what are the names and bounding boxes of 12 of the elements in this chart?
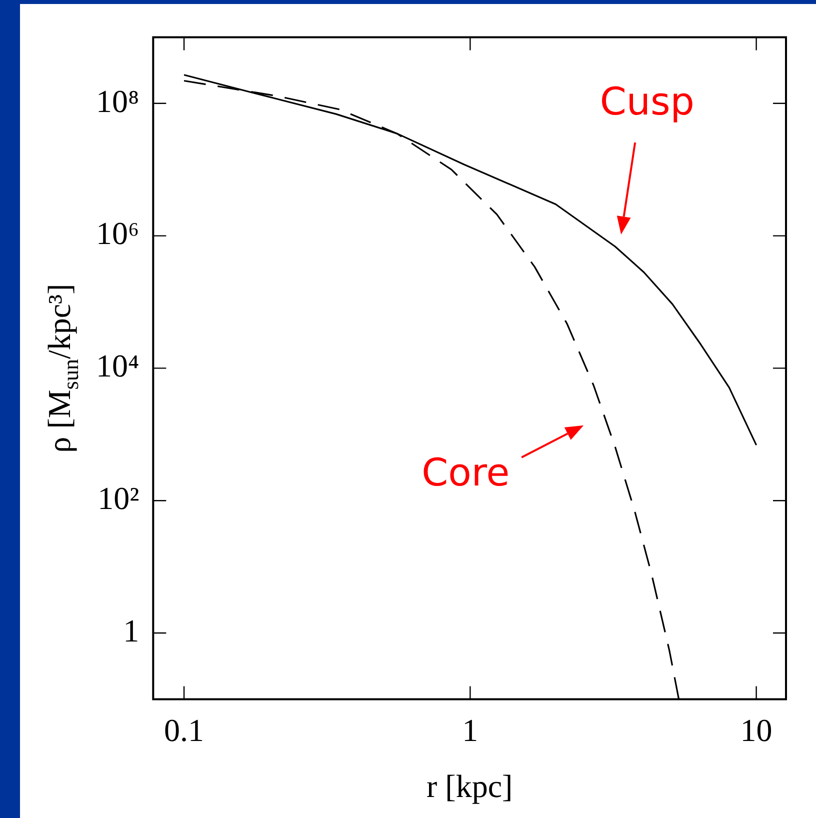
y-tick-label: 10⁶ — [96, 215, 140, 252]
legend-label: Cusp — [600, 79, 694, 124]
x-tick-label: 0.1 — [164, 712, 204, 748]
y-tick-label: 10⁴ — [96, 348, 140, 384]
y-axis-title: ρ [Msun/kpc³] — [41, 284, 83, 453]
y-tick-label: 1 — [123, 612, 140, 648]
y-tick-label: 10² — [98, 480, 140, 516]
x-tick-label: 1 — [462, 712, 478, 748]
text: Core — [422, 450, 510, 494]
x-axis-title: r [kpc] — [426, 768, 513, 804]
y-tick-label: 10⁸ — [96, 82, 140, 119]
x-tick-label: 10 — [740, 712, 772, 748]
